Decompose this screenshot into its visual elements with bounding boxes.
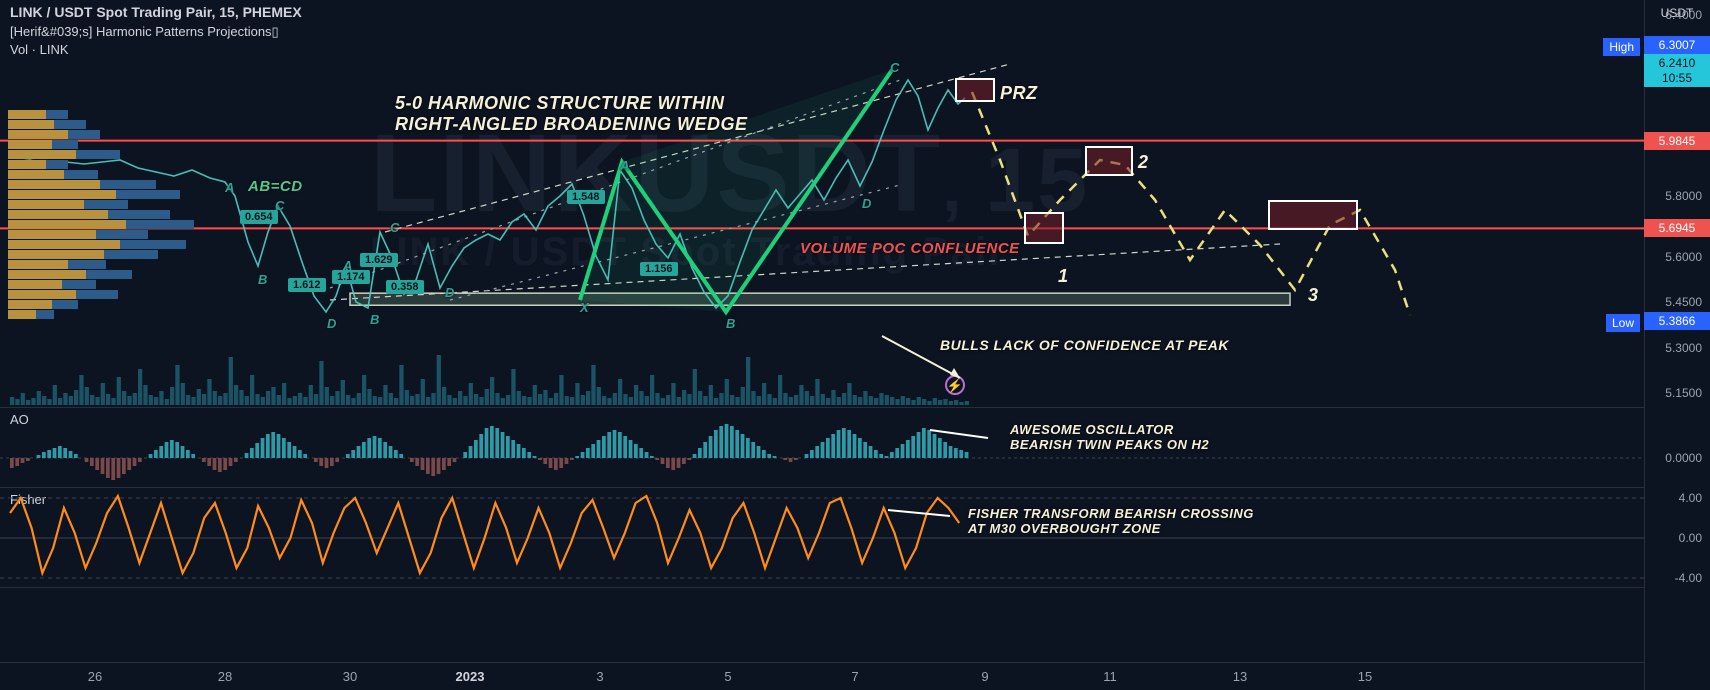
pattern-point: D: [862, 196, 871, 211]
ao-svg: [0, 408, 1644, 488]
x-tick: 26: [88, 669, 102, 684]
pattern-point: X: [580, 300, 589, 315]
x-tick: 9: [981, 669, 988, 684]
pattern-point: C: [890, 60, 899, 75]
x-tick: 3: [596, 669, 603, 684]
fisher-ytick: 0.00: [1679, 531, 1702, 545]
y-tick: 6.4000: [1665, 8, 1702, 22]
svg-text:⚡: ⚡: [947, 378, 963, 394]
pattern-point: D: [445, 285, 454, 300]
x-tick: 7: [851, 669, 858, 684]
y-tick: 5.3000: [1665, 341, 1702, 355]
ao-panel[interactable]: AO AWESOME OSCILLATOR BEARISH TWIN PEAKS…: [0, 408, 1644, 488]
x-tick: 11: [1103, 669, 1117, 684]
fisher-ytick: 4.00: [1679, 491, 1702, 505]
y-tick: 5.1500: [1665, 386, 1702, 400]
chart-root: LINKUSDT, 15 LINK / USDT Spot Trading Pa…: [0, 0, 1710, 690]
pattern-point: B: [726, 316, 735, 331]
prz-box: [955, 78, 995, 102]
pattern-point: A: [620, 158, 629, 173]
wave-number: 2: [1138, 152, 1148, 173]
x-tick: 30: [343, 669, 357, 684]
fib-ratio: 1.629: [360, 253, 398, 267]
wave-number: 1: [1058, 266, 1068, 287]
fib-ratio: 0.654: [240, 210, 278, 224]
x-tick: 5: [724, 669, 731, 684]
x-axis: 26 28 30 2023 3 5 7 9 11 13 15: [0, 662, 1644, 690]
fib-ratio: 1.548: [567, 190, 605, 204]
pattern-point: D: [327, 316, 336, 331]
volume-profile: [8, 110, 198, 320]
fisher-panel[interactable]: Fisher FISHER TRANSFORM BEARISH CROSSING…: [0, 488, 1644, 588]
x-tick: 2023: [456, 669, 485, 684]
price-tag: High6.3007: [1644, 36, 1710, 54]
prz-box: [1085, 146, 1133, 176]
pattern-point: B: [258, 272, 267, 287]
prz-box: [1268, 200, 1358, 230]
ao-ytick: 0.0000: [1665, 451, 1702, 465]
fib-ratio: 1.156: [640, 262, 678, 276]
wave-number: 3: [1308, 285, 1318, 306]
price-tag: 5.9845: [1644, 132, 1710, 150]
y-tick: 5.6000: [1665, 250, 1702, 264]
main-svg: ⚡: [0, 0, 1644, 408]
price-panel[interactable]: ⚡ 5-0 HARMONIC STRUCTURE WITHIN RIGHT-AN…: [0, 0, 1644, 408]
prz-box: [1024, 212, 1064, 244]
fib-ratio: 1.612: [288, 278, 326, 292]
price-tag: 6.241010:55: [1644, 54, 1710, 87]
fib-ratio: 0.358: [386, 280, 424, 294]
fib-ratio: 1.174: [332, 270, 370, 284]
price-tag: Low5.3866: [1644, 312, 1710, 330]
pattern-point: B: [370, 312, 379, 327]
y-tick: 5.8000: [1665, 189, 1702, 203]
x-tick: 15: [1358, 669, 1372, 684]
fisher-svg: [0, 488, 1644, 588]
price-tag: 5.6945: [1644, 219, 1710, 237]
pattern-point: C: [390, 220, 399, 235]
y-tick: 5.4500: [1665, 295, 1702, 309]
x-tick: 28: [218, 669, 232, 684]
x-tick: 13: [1233, 669, 1247, 684]
y-axis: USDT 6.40005.80005.60005.45005.30005.150…: [1644, 0, 1710, 690]
fisher-ytick: -4.00: [1675, 571, 1702, 585]
pattern-point: A: [225, 180, 234, 195]
